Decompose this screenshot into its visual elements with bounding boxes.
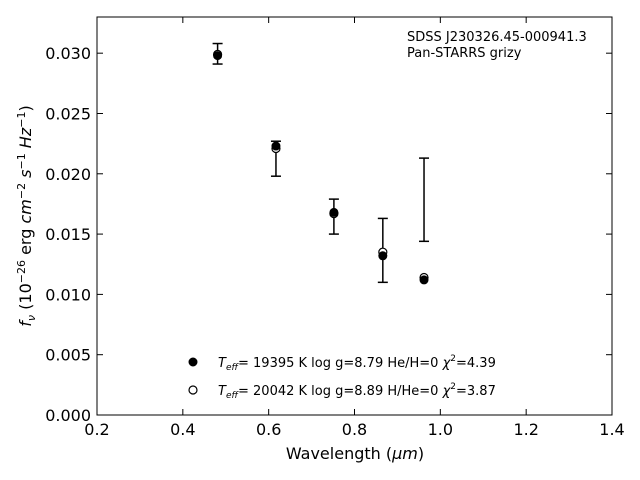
y-axis-label: fν (10−26 erg cm−2 s−1 Hz−1) bbox=[15, 105, 38, 326]
y-tick-label: 0.000 bbox=[45, 406, 91, 425]
x-axis-label: Wavelength (μm) bbox=[286, 444, 424, 463]
x-tick-label: 0.4 bbox=[170, 420, 195, 439]
x-tick-label: 0.2 bbox=[84, 420, 109, 439]
error-bars bbox=[212, 42, 430, 284]
y-tick-label: 0.025 bbox=[45, 104, 91, 123]
data-point-series-0 bbox=[213, 51, 223, 61]
legend-marker-1 bbox=[188, 385, 198, 395]
data-point-series-0 bbox=[378, 251, 388, 261]
x-tick-label: 1.2 bbox=[513, 420, 538, 439]
y-tick-label: 0.005 bbox=[45, 346, 91, 365]
x-tick-label: 1.0 bbox=[428, 420, 453, 439]
y-tick-label: 0.030 bbox=[45, 44, 91, 63]
data-point-series-0 bbox=[419, 275, 429, 285]
x-tick-label: 0.8 bbox=[342, 420, 367, 439]
y-tick-label: 0.015 bbox=[45, 225, 91, 244]
annotation-line-1: SDSS J230326.45-000941.3 bbox=[407, 30, 587, 45]
data-point-series-0 bbox=[329, 207, 339, 217]
legend: Teff= 19395 K log g=8.79 He/H=0 χ2=4.39 T… bbox=[188, 354, 496, 401]
annotation: SDSS J230326.45-000941.3 Pan-STARRS griz… bbox=[407, 30, 587, 61]
legend-label-0: Teff= 19395 K log g=8.79 He/H=0 χ2=4.39 bbox=[218, 354, 496, 373]
series-layer bbox=[212, 49, 429, 285]
ticks-layer: 0.2 0.4 0.6 0.8 1.0 1.2 1.4 0.000 0.005 0.010 0.01… bbox=[45, 17, 625, 439]
y-tick-label: 0.020 bbox=[45, 165, 91, 184]
legend-marker-0 bbox=[188, 357, 198, 367]
x-tick-label: 0.6 bbox=[256, 420, 281, 439]
y-tick-label: 0.010 bbox=[45, 285, 91, 304]
annotation-line-2: Pan-STARRS grizy bbox=[407, 46, 522, 61]
x-tick-label: 1.4 bbox=[599, 420, 624, 439]
data-point-series-0 bbox=[271, 141, 281, 151]
legend-label-1: Teff= 20042 K log g=8.89 H/He=0 χ2=3.87 bbox=[218, 382, 496, 401]
